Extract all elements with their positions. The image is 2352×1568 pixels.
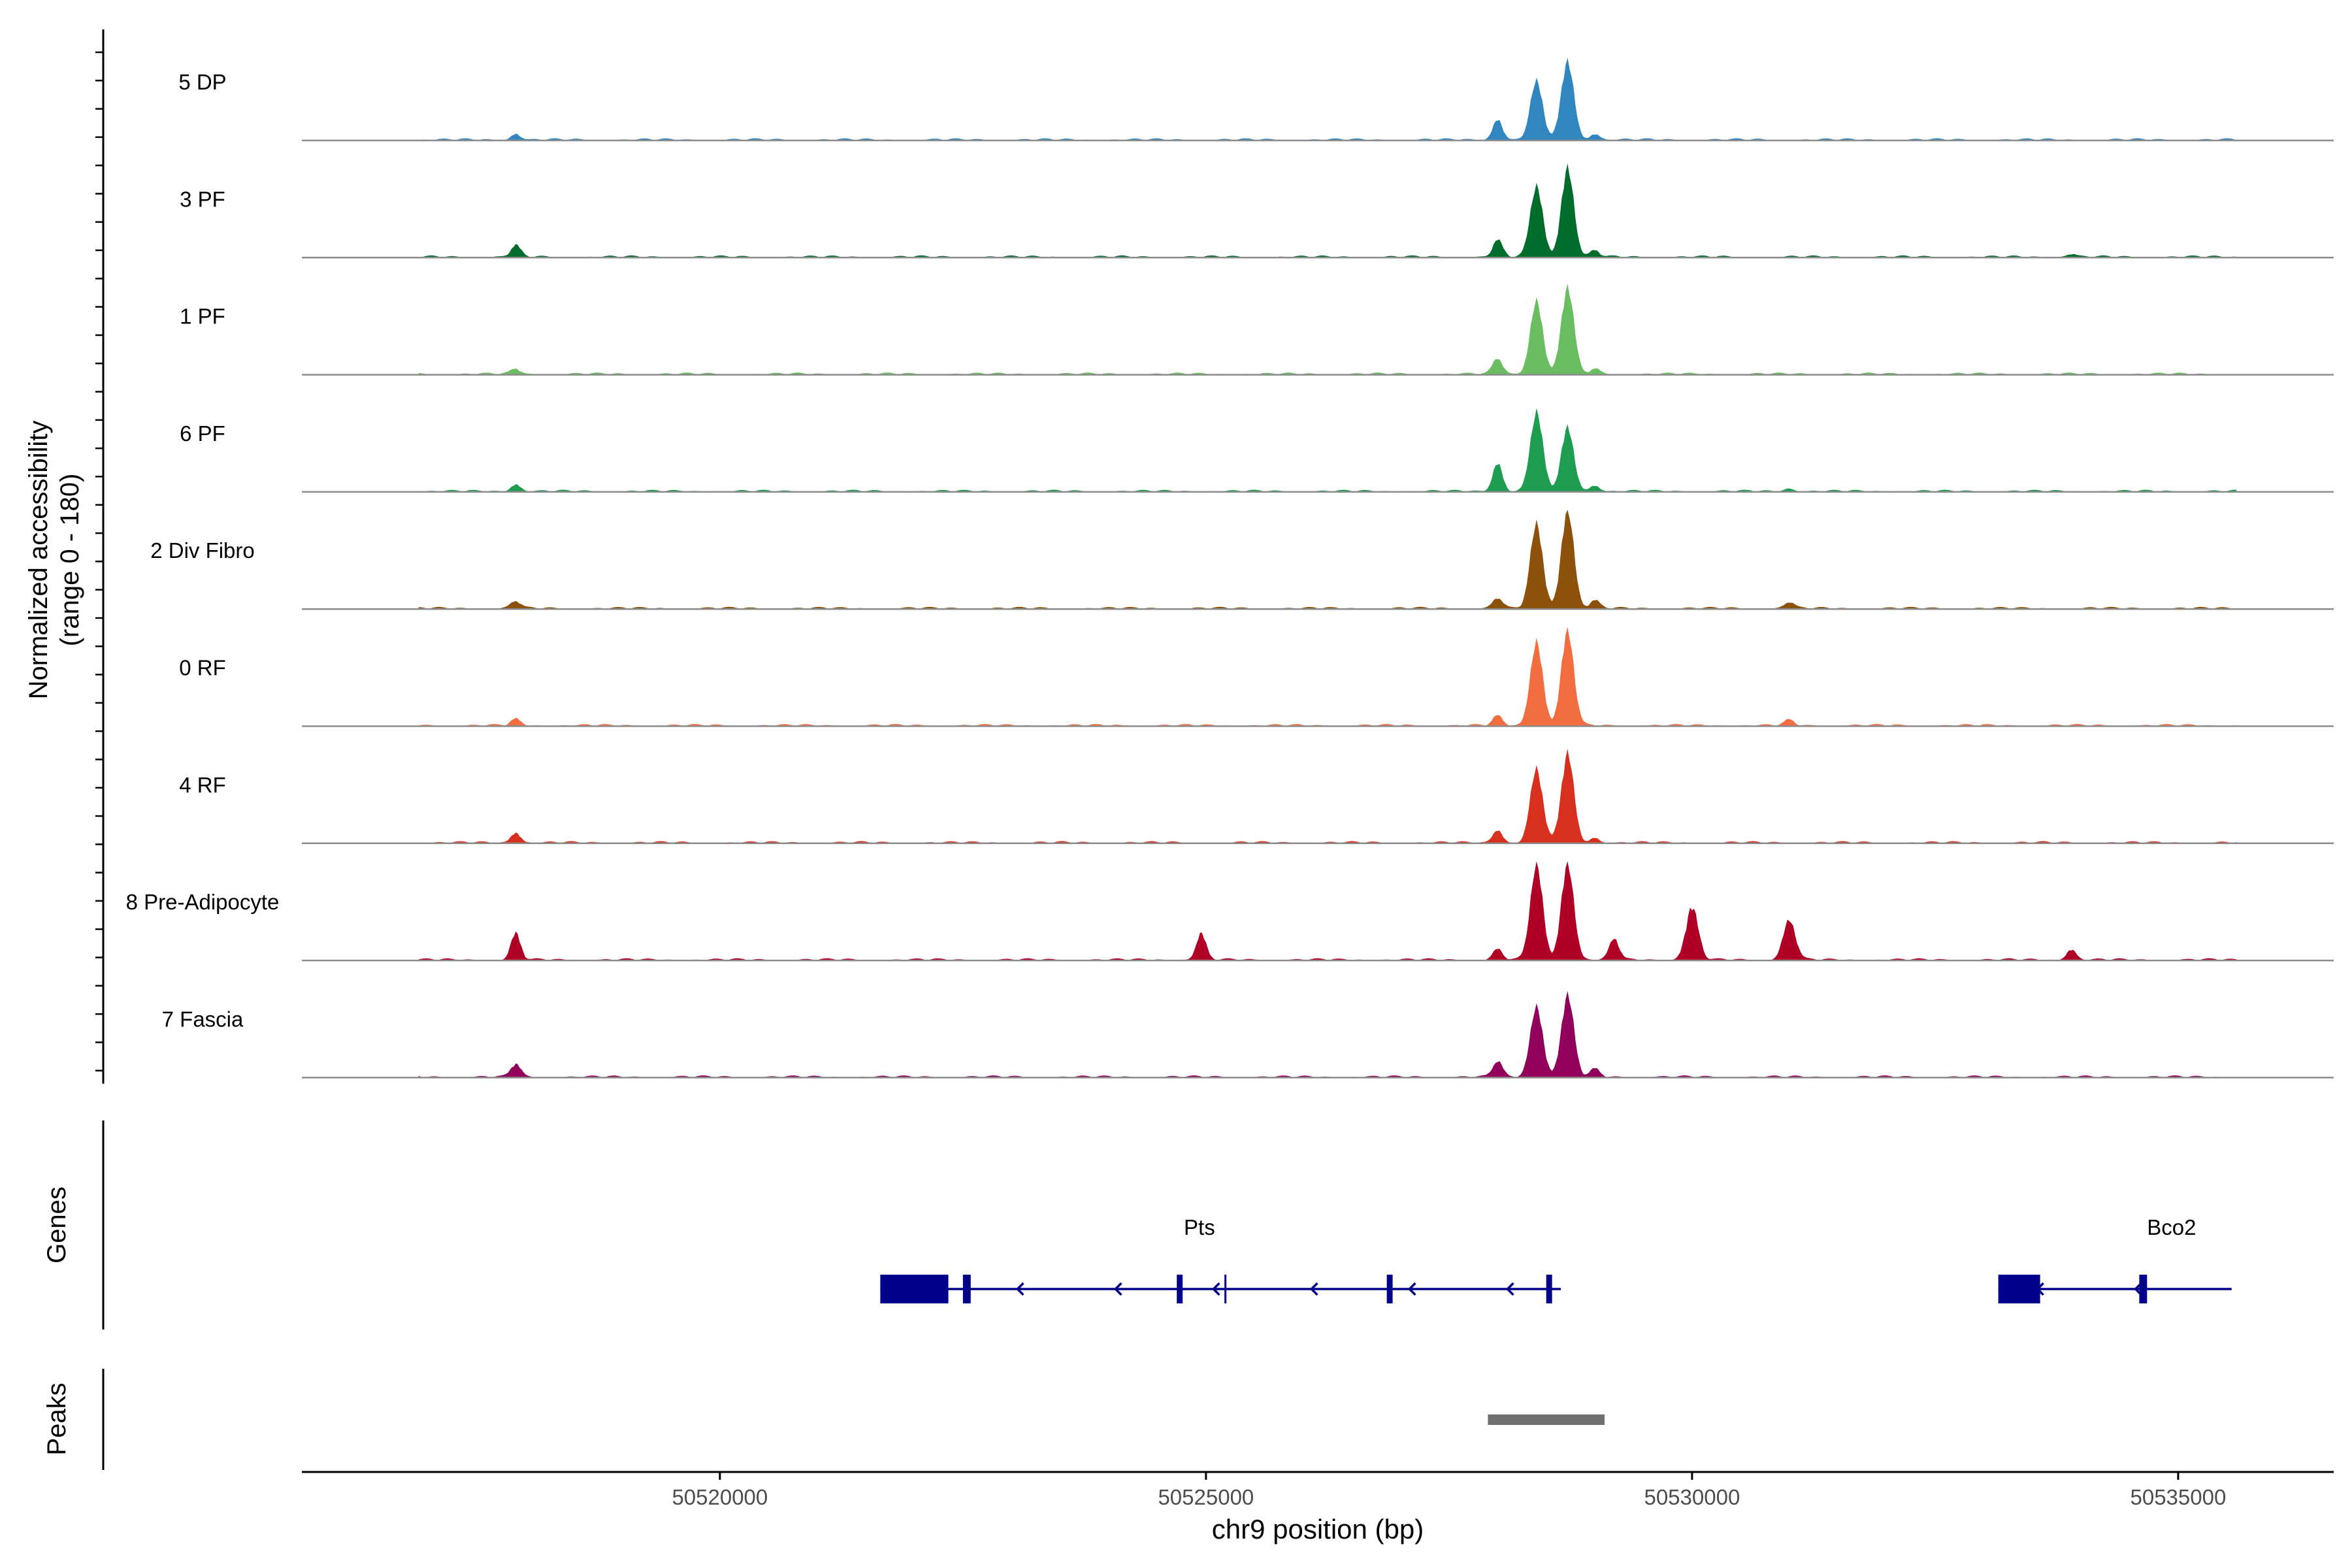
track-label: 4 RF xyxy=(179,773,226,797)
gene-name: Pts xyxy=(1184,1215,1215,1239)
x-axis-label: chr9 position (bp) xyxy=(1212,1514,1424,1544)
x-tick-label: 50535000 xyxy=(2130,1485,2226,1509)
track-label: 5 DP xyxy=(178,70,226,94)
track-coverage-area xyxy=(418,57,2237,140)
gene-exon xyxy=(1546,1275,1552,1303)
strand-arrow xyxy=(1015,1282,1024,1296)
track-9: 7 Fascia xyxy=(162,990,2334,1079)
track-label: 1 PF xyxy=(180,304,225,329)
track-8: 8 Pre-Adipocyte xyxy=(126,861,2334,962)
track-coverage-area xyxy=(418,163,2237,258)
track-label: 3 PF xyxy=(180,187,225,211)
gene-exon xyxy=(2139,1275,2148,1303)
track-label: 2 Div Fibro xyxy=(150,538,255,563)
track-label: 8 Pre-Adipocyte xyxy=(126,890,280,914)
track-4: 6 PF xyxy=(180,408,2334,493)
y-axis-label-line1: Normalized accessibility xyxy=(24,421,53,700)
track-7: 4 RF xyxy=(179,749,2334,845)
strand-arrow xyxy=(1309,1282,1318,1296)
x-tick-label: 50530000 xyxy=(1644,1485,1740,1509)
peaks-track-label: Peaks xyxy=(42,1382,71,1455)
gene-exon xyxy=(1998,1275,2040,1303)
strand-arrow xyxy=(1211,1282,1220,1296)
track-coverage-area xyxy=(418,861,2237,961)
gene-exon xyxy=(1177,1275,1183,1303)
x-axis: chr9 position (bp) 50520000 50525000 50530… xyxy=(302,1471,2334,1544)
track-coverage-area xyxy=(418,510,2237,610)
track-coverage-area xyxy=(418,627,2237,727)
gene-exon xyxy=(1386,1275,1393,1303)
track-1: 5 DP xyxy=(178,57,2334,142)
track-coverage-area xyxy=(418,990,2237,1078)
x-tick-label: 50525000 xyxy=(1158,1485,1254,1509)
x-tick-label: 50520000 xyxy=(672,1485,768,1509)
track-6: 0 RF xyxy=(179,627,2334,727)
track-3: 1 PF xyxy=(180,284,2334,376)
peak-region xyxy=(1488,1414,1605,1425)
gene-pts: Pts xyxy=(880,1215,1561,1303)
gene-exon xyxy=(962,1275,971,1303)
peaks-track: Peaks xyxy=(42,1369,1605,1470)
strand-arrow xyxy=(1113,1282,1122,1296)
genes-track-label: Genes xyxy=(42,1186,71,1264)
gene-bco2: Bco2 xyxy=(1998,1215,2232,1303)
track-label: 6 PF xyxy=(180,421,225,446)
track-coverage-area xyxy=(418,749,2237,843)
y-axis-label: Normalized accessibility (range 0 - 180) xyxy=(24,421,84,700)
gene-name: Bco2 xyxy=(2147,1215,2196,1239)
track-2: 3 PF xyxy=(180,163,2334,259)
genes-track: Genes Pts Bco2 xyxy=(42,1120,2232,1330)
coverage-tracks: 5 DP 3 PF 1 PF 6 PF 2 Div Fibro 0 RF 4 RF 8 Pre… xyxy=(95,29,2334,1084)
track-coverage-area xyxy=(418,284,2237,375)
strand-arrow xyxy=(1407,1282,1416,1296)
strand-arrow xyxy=(1505,1282,1514,1296)
track-5: 2 Div Fibro xyxy=(150,510,2334,610)
y-axis-label-line2: (range 0 - 180) xyxy=(56,474,84,647)
track-coverage-area xyxy=(418,408,2237,492)
track-label: 7 Fascia xyxy=(162,1007,244,1031)
gene-exon xyxy=(880,1275,949,1303)
track-label: 0 RF xyxy=(179,656,226,680)
